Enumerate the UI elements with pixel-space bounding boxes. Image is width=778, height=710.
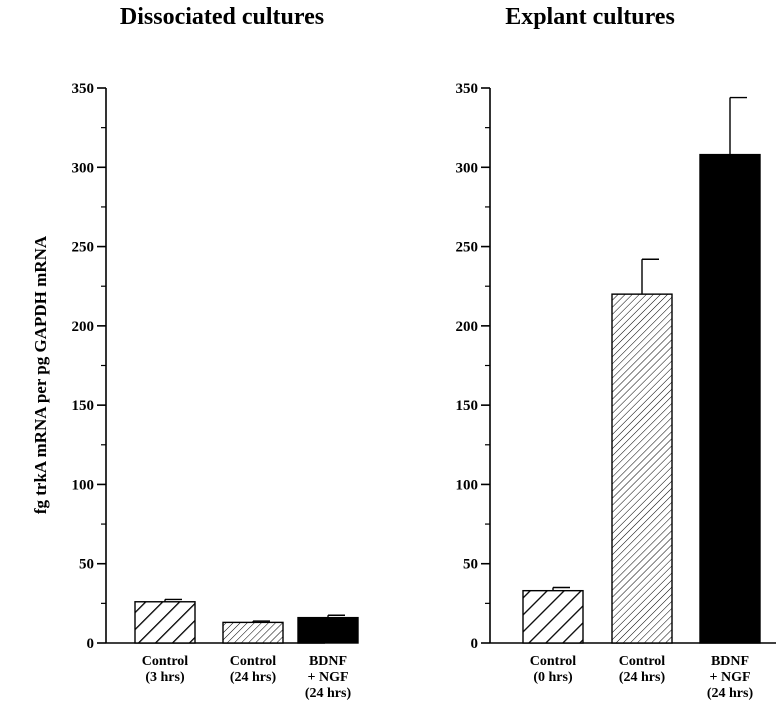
category-label-line: (3 hrs) bbox=[145, 670, 185, 685]
category-label-line: Control bbox=[142, 654, 189, 669]
category-label-line: (24 hrs) bbox=[230, 670, 277, 685]
category-label-explant-2: BDNF + NGF (24 hrs) bbox=[707, 654, 754, 701]
category-label-line: Control bbox=[619, 654, 666, 669]
bar-dissociated-1 bbox=[222, 621, 284, 644]
category-labels-dissociated: Control (3 hrs)Control (24 hrs)BDNF + NGF (2… bbox=[142, 654, 352, 701]
category-label-line: (24 hrs) bbox=[707, 686, 754, 701]
y-tick-label: 150 bbox=[72, 398, 95, 414]
y-tick-label: 300 bbox=[456, 160, 479, 176]
bar-dissociated-0 bbox=[134, 601, 196, 644]
category-label-explant-1: Control (24 hrs) bbox=[619, 654, 666, 685]
bars-dissociated bbox=[134, 598, 359, 644]
y-tick-label: 350 bbox=[72, 81, 95, 97]
category-label-line: (24 hrs) bbox=[619, 670, 666, 685]
category-label-line: BDNF bbox=[711, 654, 749, 669]
category-label-dissociated-2: BDNF + NGF (24 hrs) bbox=[305, 654, 352, 701]
category-label-line: (0 hrs) bbox=[533, 670, 573, 685]
y-tick-label: 100 bbox=[456, 477, 479, 493]
category-labels-explant: Control (0 hrs)Control (24 hrs)BDNF + NGF (2… bbox=[530, 654, 754, 701]
bar-dissociated-2 bbox=[297, 616, 359, 644]
category-label-line: Control bbox=[230, 654, 277, 669]
y-tick-label: 0 bbox=[87, 636, 95, 652]
y-ticks-dissociated: 0 50 100 150 200 250 300 350 bbox=[72, 81, 325, 652]
chart-panel-dissociated: Dissociated cultures 0 50 100 150 200 250 300 3… bbox=[72, 4, 359, 701]
category-label-line: BDNF bbox=[309, 654, 347, 669]
chart-panel-explant: Explant cultures 0 50 100 150 200 250 300 350 C… bbox=[456, 4, 776, 701]
y-tick-label: 250 bbox=[456, 240, 479, 256]
y-tick-label: 50 bbox=[463, 557, 478, 573]
y-tick-label: 50 bbox=[79, 557, 94, 573]
category-label-line: Control bbox=[530, 654, 577, 669]
y-tick-label: 200 bbox=[456, 319, 479, 335]
y-tick-label: 150 bbox=[456, 398, 479, 414]
chart-title-explant: Explant cultures bbox=[505, 4, 675, 30]
bars-explant bbox=[522, 96, 761, 644]
y-axis-label: fg trkA mRNA per pg GAPDH mRNA bbox=[31, 235, 50, 514]
y-tick-label: 300 bbox=[72, 160, 95, 176]
chart-title-dissociated: Dissociated cultures bbox=[120, 4, 324, 30]
category-label-line: + NGF bbox=[307, 670, 348, 685]
bar-explant-2 bbox=[699, 153, 761, 644]
y-tick-label: 350 bbox=[456, 81, 479, 97]
y-tick-label: 100 bbox=[72, 477, 95, 493]
category-label-line: + NGF bbox=[709, 670, 750, 685]
category-label-dissociated-0: Control (3 hrs) bbox=[142, 654, 189, 685]
y-tick-label: 250 bbox=[72, 240, 95, 256]
bar-explant-0 bbox=[522, 589, 584, 644]
y-axis-label-group: fg trkA mRNA per pg GAPDH mRNA bbox=[31, 235, 50, 514]
category-label-dissociated-1: Control (24 hrs) bbox=[230, 654, 277, 685]
category-label-line: (24 hrs) bbox=[305, 686, 352, 701]
bar-explant-1 bbox=[611, 293, 673, 644]
y-tick-label: 200 bbox=[72, 319, 95, 335]
category-label-explant-0: Control (0 hrs) bbox=[530, 654, 577, 685]
y-tick-label: 0 bbox=[471, 636, 479, 652]
